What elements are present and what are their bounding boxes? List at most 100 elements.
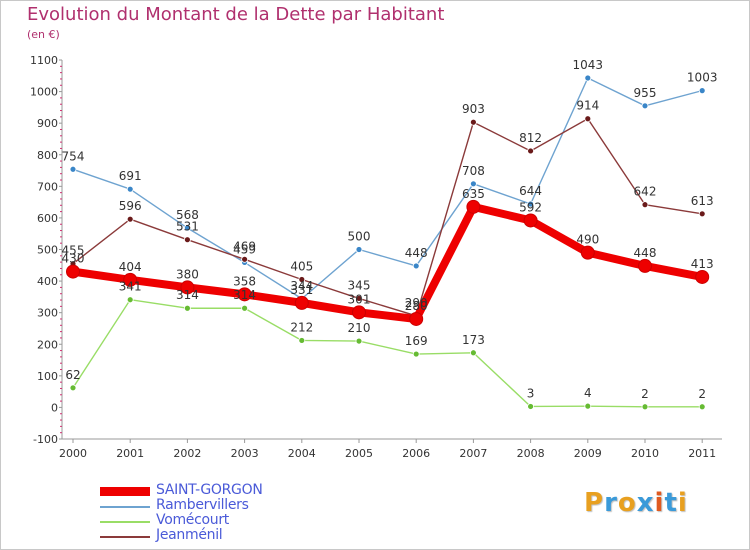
data-label: 754 <box>62 149 85 163</box>
data-point <box>237 287 252 302</box>
data-point <box>66 264 80 279</box>
data-point <box>698 403 706 411</box>
data-label: 212 <box>290 320 313 334</box>
y-tick-label: 400 <box>37 275 58 288</box>
data-label: 2 <box>698 387 706 401</box>
data-point <box>355 246 363 253</box>
data-label: 169 <box>405 334 428 348</box>
data-point <box>412 262 420 270</box>
legend: SAINT-GORGON Rambervillers Vomécourt Jeanmé… <box>100 482 360 544</box>
data-label: 1003 <box>687 71 718 85</box>
logo-letter: o <box>617 488 637 518</box>
data-point <box>527 403 534 410</box>
x-tick-label: 2011 <box>688 447 716 460</box>
data-point <box>527 200 534 208</box>
logo-letter: t <box>664 488 678 518</box>
data-label: 358 <box>233 274 256 288</box>
data-label: 331 <box>290 283 313 297</box>
series-line-2 <box>72 299 703 408</box>
data-point <box>294 295 309 310</box>
x-tick-label: 2000 <box>59 447 87 460</box>
data-label: 344 <box>290 279 313 293</box>
data-label: 314 <box>233 288 256 302</box>
data-point <box>126 215 134 223</box>
data-label: 531 <box>176 220 199 234</box>
legend-item: SAINT-GORGON <box>100 482 360 499</box>
data-point <box>698 210 706 218</box>
x-tick-label: 2007 <box>459 447 487 460</box>
legend-item: Vomécourt <box>100 512 360 529</box>
legend-label: Vomécourt <box>156 512 229 528</box>
data-label: 592 <box>519 200 542 214</box>
data-point <box>180 280 195 295</box>
data-label: 62 <box>65 368 80 382</box>
data-point <box>466 199 481 214</box>
data-label: 955 <box>634 86 657 100</box>
data-point <box>698 87 706 95</box>
y-tick-label: 800 <box>37 149 58 162</box>
y-tick-label: 200 <box>37 338 58 351</box>
data-label: 568 <box>176 208 199 222</box>
legend-label: SAINT-GORGON <box>156 482 263 498</box>
data-label: 413 <box>691 257 714 271</box>
x-tick-label: 2002 <box>173 447 201 460</box>
data-label: 642 <box>634 185 657 199</box>
legend-swatch <box>100 506 150 508</box>
legend-label: Jeanménil <box>156 527 223 543</box>
legend-swatch <box>100 487 150 496</box>
data-point <box>409 311 424 326</box>
data-label: 903 <box>462 102 485 116</box>
data-point <box>298 337 306 344</box>
data-point <box>241 304 249 312</box>
data-point <box>469 118 477 126</box>
x-tick-label: 2003 <box>231 447 259 460</box>
data-point <box>469 349 477 357</box>
y-tick-label: 1100 <box>30 54 58 67</box>
data-point <box>183 304 191 312</box>
data-label: 1043 <box>573 58 604 72</box>
y-tick-label: 0 <box>51 401 58 414</box>
data-point <box>126 296 134 304</box>
data-point <box>69 384 77 392</box>
data-label: 314 <box>176 288 199 302</box>
data-label: 613 <box>691 194 714 208</box>
y-tick-label: -100 <box>33 433 58 446</box>
series-line-1 <box>72 77 703 300</box>
data-label: 280 <box>405 299 428 313</box>
x-tick-label: 2006 <box>402 447 430 460</box>
data-point <box>298 276 306 283</box>
data-label: 4 <box>584 386 592 400</box>
x-tick-label: 2010 <box>631 447 659 460</box>
data-point <box>355 337 363 345</box>
y-tick-label: 1000 <box>30 86 58 99</box>
data-label: 380 <box>176 267 199 281</box>
data-point <box>641 201 649 209</box>
data-label: 404 <box>119 260 142 274</box>
data-label: 812 <box>519 131 542 145</box>
x-tick-label: 2004 <box>288 447 316 460</box>
y-tick-label: 900 <box>37 117 58 130</box>
data-label: 173 <box>462 333 485 347</box>
data-point <box>641 102 649 110</box>
data-label: 635 <box>462 187 485 201</box>
data-label: 290 <box>405 296 428 310</box>
data-label: 914 <box>576 99 599 113</box>
data-point <box>183 236 191 244</box>
data-label: 448 <box>634 246 657 260</box>
legend-swatch <box>100 536 150 538</box>
data-label: 301 <box>348 292 371 306</box>
legend-item: Rambervillers <box>100 497 360 514</box>
y-tick-label: 700 <box>37 180 58 193</box>
unit-label: (en €) <box>27 28 60 41</box>
data-point <box>641 403 649 411</box>
data-label: 405 <box>290 260 313 274</box>
data-label: 448 <box>405 246 428 260</box>
data-point <box>584 74 592 82</box>
data-label: 459 <box>233 242 256 256</box>
data-point <box>638 258 652 273</box>
logo-letter: i <box>654 488 665 518</box>
data-point <box>412 350 420 358</box>
legend-swatch <box>100 521 150 523</box>
series-line-3 <box>72 118 703 317</box>
